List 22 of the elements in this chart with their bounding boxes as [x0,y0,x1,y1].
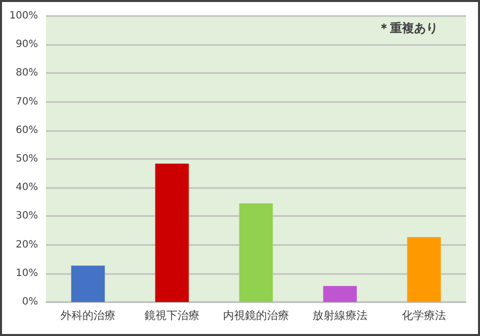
y-tick-label: 90% [16,39,38,50]
bar [323,286,357,302]
bar [239,203,273,302]
y-tick-label: 30% [16,210,38,222]
y-tick-label: 80% [16,68,38,79]
y-tick-label: 0% [22,296,38,308]
y-tick-label: 60% [16,124,38,136]
x-tick-label: 鏡視下治療 [144,309,200,322]
x-tick-label: 内視鏡的治療 [223,309,289,322]
bar [71,266,105,302]
x-tick-label: 化学療法 [402,309,446,322]
bar [407,237,441,302]
x-tick-label: 外科的治療 [60,309,116,322]
y-tick-label: 100% [9,10,38,22]
y-tick-label: 20% [16,239,38,250]
y-tick-label: 50% [16,154,38,164]
x-tick-label: 放射線療法 [312,309,368,322]
annotation: ＊重複あり [378,21,438,35]
bar [155,164,189,302]
y-tick-label: 10% [16,268,38,279]
y-tick-label: 40% [16,182,38,194]
y-tick-label: 70% [16,96,38,108]
